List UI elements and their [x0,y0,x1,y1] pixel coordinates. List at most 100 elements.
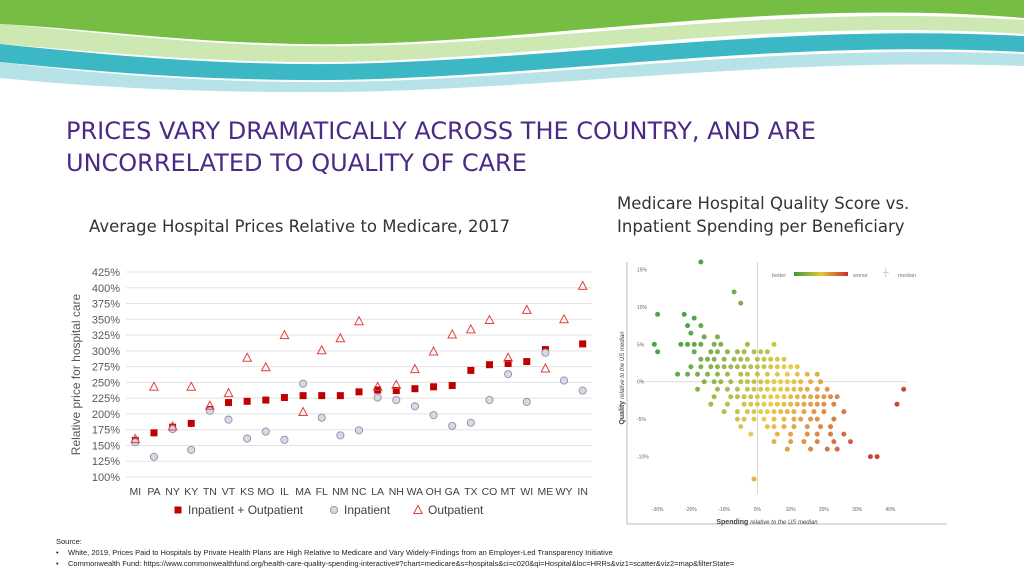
hospital-point [768,356,774,362]
legend-better-label: better [772,273,786,279]
hospital-point [651,341,657,347]
hospital-point [811,409,817,415]
hospital-point [734,416,740,422]
wave-light-green [0,15,1024,63]
hospital-point [798,379,804,385]
hospital-point [698,356,704,362]
hospital-point [711,356,717,362]
decorative-header-waves [0,0,1024,93]
legend-worse-label: worse [852,273,868,279]
data-point-circle [280,435,289,444]
hospital-point [808,446,814,452]
hospital-point [791,424,797,430]
hospital-point [754,394,760,400]
y-tick-label: 0% [637,380,645,386]
data-point-circle [541,348,550,357]
data-point-square [448,382,456,390]
hospital-point [794,371,800,377]
hospital-point [804,431,810,437]
x-axis-label-main: Spending [716,519,748,526]
y-tick-label: -10% [637,455,649,461]
hospital-point [741,364,747,370]
hospital-point [708,401,714,407]
data-point-circle [578,386,587,395]
data-point-square [392,387,400,395]
hospital-point [781,394,787,400]
data-point-circle [187,445,196,454]
hospital-point [814,394,820,400]
x-tick-label: WY [556,486,573,498]
hospital-point [754,356,760,362]
data-point-triangle [298,406,309,417]
data-point-circle [243,434,252,443]
hospital-point [695,386,701,392]
hospital-point [738,379,744,385]
hospital-point [784,446,790,452]
hospital-point [691,349,697,355]
data-point-triangle [167,420,178,431]
data-point-square [243,397,251,405]
right-chart-subtitle: Medicare Hospital Quality Score vs. Inpa… [617,192,909,238]
data-point-triangle [577,280,588,290]
hospital-point [814,386,820,392]
hospital-point [744,386,750,392]
data-point-triangle [521,304,532,314]
left-chart-subtitle: Average Hospital Prices Relative to Medi… [89,217,510,236]
y-tick-label: 400% [92,283,120,295]
hospital-point [771,409,777,415]
hospital-point [758,409,764,415]
hospital-point [734,394,740,400]
hospital-point [774,394,780,400]
data-point-circle [336,431,345,440]
hospital-point [761,356,767,362]
hospital-point [794,364,800,370]
x-tick-label: -30% [652,507,664,513]
x-tick-label: WI [520,486,533,498]
hospital-point [784,409,790,415]
hospital-point [748,401,754,407]
hospital-point [781,424,787,430]
data-point-triangle [447,328,458,339]
data-point-triangle [279,329,290,340]
hospital-point [724,371,730,377]
legend-gradient-bar [794,272,848,276]
hospital-point [814,431,820,437]
x-tick-label: 10% [786,507,797,513]
data-point-circle [485,395,494,405]
hospital-point [847,439,853,445]
hospital-point [748,431,754,437]
x-tick-label: ME [538,486,554,498]
x-tick-label: WA [407,486,424,498]
hospital-point [874,454,880,460]
hospital-point [828,394,834,400]
hospital-point [681,311,687,317]
data-point-circle [373,393,382,402]
y-tick-label: 175% [92,425,120,437]
hospital-point [655,311,661,317]
hospital-point [744,379,750,385]
hospital-point [698,259,704,265]
right-subtitle-line2: Inpatient Spending per Beneficiary [617,217,905,236]
hospital-point [724,349,730,355]
hospital-point [774,431,780,437]
hospital-point [867,454,873,460]
hospital-point [714,364,720,370]
data-point-circle [466,418,475,427]
hospital-point [751,476,757,482]
y-tick-label: 425% [92,267,120,279]
x-tick-label: TN [203,486,217,498]
series-triangle [130,280,588,444]
data-point-square [523,358,531,366]
data-point-circle [410,402,419,411]
hospital-point [788,439,794,445]
hospital-point [734,349,740,355]
hospital-point [728,364,734,370]
hospital-point [784,386,790,392]
series-circle [131,348,587,461]
hospital-point [685,371,691,377]
hospital-point [711,379,717,385]
bullet-icon: • [56,559,59,568]
data-point-triangle [484,314,495,324]
hospital-point [808,416,814,422]
x-tick-label: 30% [852,507,863,513]
